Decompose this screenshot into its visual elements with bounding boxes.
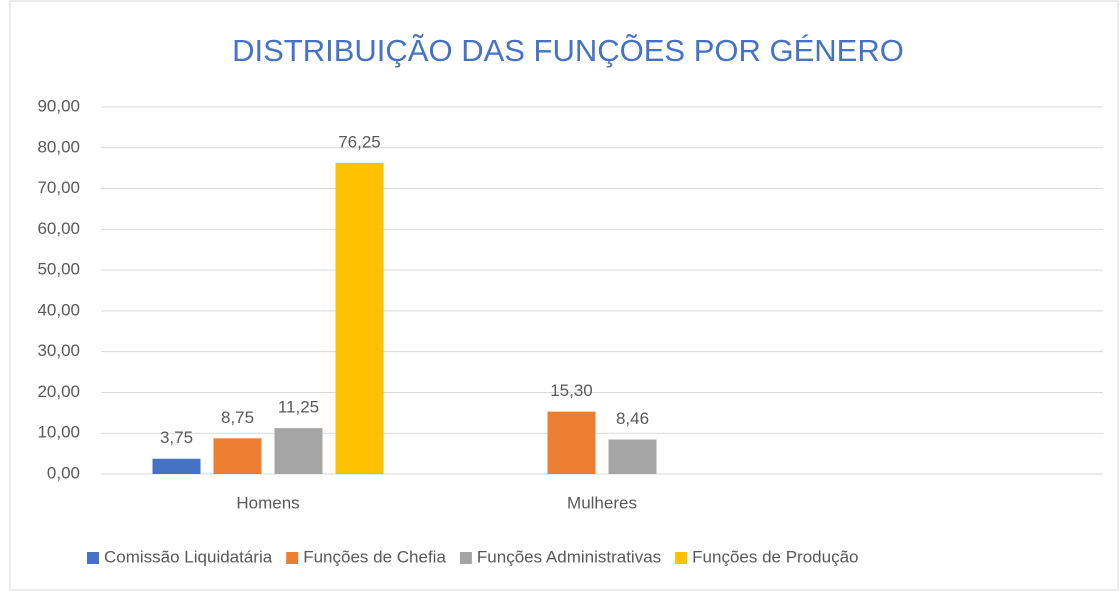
bar <box>608 439 657 474</box>
bar <box>213 438 262 474</box>
legend-label: Funções de Chefia <box>303 547 446 566</box>
legend-swatch <box>286 552 299 564</box>
value-label: 8,46 <box>616 409 649 428</box>
y-tick-label: 70,00 <box>37 178 80 197</box>
y-tick-label: 20,00 <box>37 382 80 401</box>
bar <box>152 458 201 474</box>
value-label: 15,30 <box>550 381 593 400</box>
chart-title: DISTRIBUIÇÃO DAS FUNÇÕES POR GÉNERO <box>232 33 904 68</box>
y-tick-label: 10,00 <box>37 423 80 442</box>
bar <box>274 428 323 474</box>
bar <box>547 411 596 474</box>
value-label: 8,75 <box>221 408 254 427</box>
legend-label: Funções Administrativas <box>477 547 661 566</box>
y-tick-label: 30,00 <box>37 341 80 360</box>
value-label: 3,75 <box>160 428 193 447</box>
legend-label: Funções de Produção <box>692 547 858 566</box>
y-tick-label: 60,00 <box>37 219 80 238</box>
y-tick-label: 40,00 <box>37 300 80 319</box>
value-label: 76,25 <box>338 133 381 152</box>
legend-swatch <box>459 552 472 564</box>
value-label: 11,25 <box>278 398 319 417</box>
x-tick-label: Homens <box>236 493 299 512</box>
bar <box>335 163 384 474</box>
chart-frame <box>9 0 1119 591</box>
legend-label: Comissão Liquidatária <box>104 547 273 566</box>
y-tick-label: 0,00 <box>47 463 80 482</box>
y-tick-label: 50,00 <box>37 260 80 279</box>
legend-swatch <box>87 552 99 564</box>
y-tick-label: 80,00 <box>37 137 80 156</box>
x-tick-label: Mulheres <box>567 493 637 512</box>
legend-swatch <box>675 552 688 564</box>
y-tick-label: 90,00 <box>37 96 80 115</box>
